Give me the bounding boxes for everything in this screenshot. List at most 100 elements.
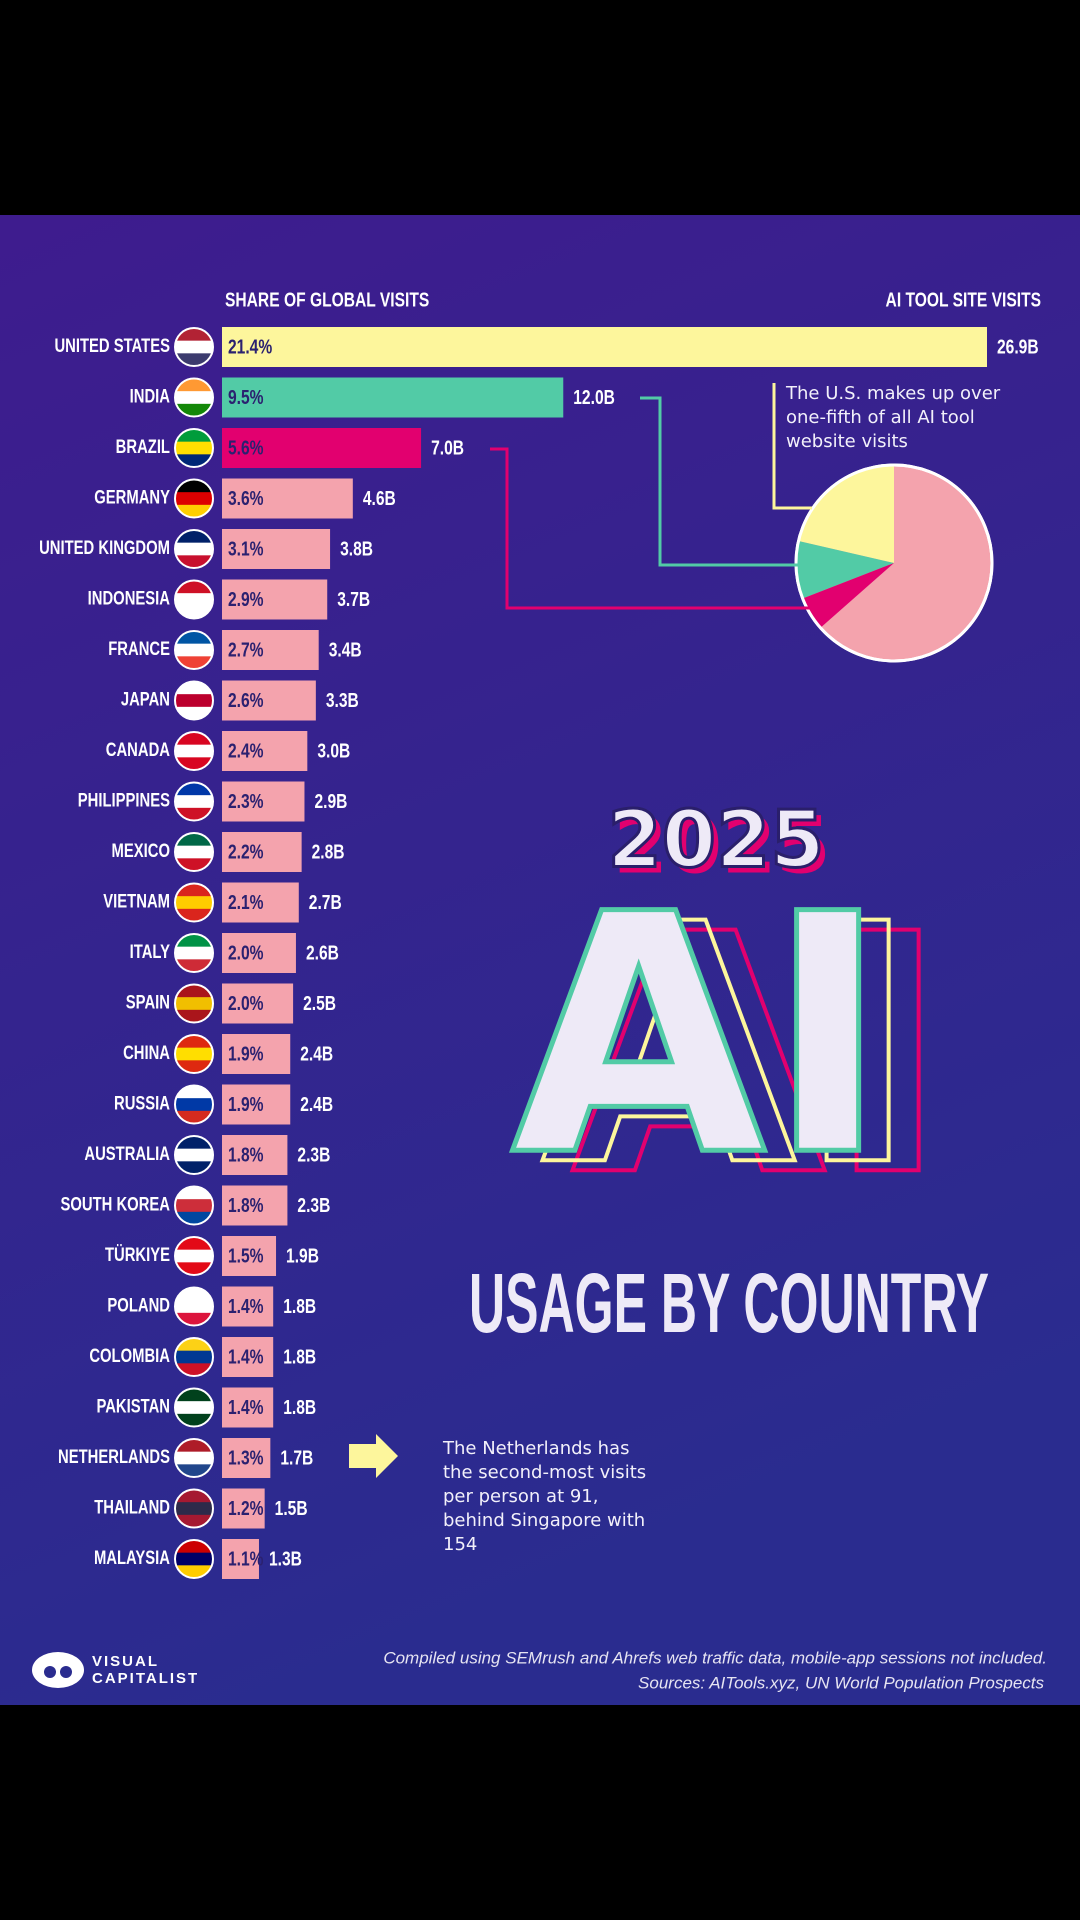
share-label: 1.4% [228,1397,264,1419]
bar [222,1539,259,1579]
flag [174,1034,214,1074]
title-main-text: AI [511,844,889,1228]
value-label: 7.0B [431,437,464,459]
bar [222,630,319,670]
share-label: 1.9% [228,1094,264,1116]
bar [222,933,296,973]
title-shadow: AI [541,854,919,1238]
value-label: 2.3B [297,1144,330,1166]
category-label: PHILIPPINES [78,791,170,812]
flag [174,1337,214,1377]
flag [174,327,214,367]
share-label: 1.8% [228,1144,264,1166]
flag-border [174,1084,214,1125]
share-label: 2.0% [228,942,264,964]
value-label: 1.3B [269,1548,302,1570]
bar [222,1387,274,1428]
flag [174,832,214,872]
share-label: 1.2% [228,1498,264,1520]
arrow [349,1434,398,1478]
share-label: 9.5% [228,387,264,409]
share-label: 2.0% [228,993,264,1015]
bar [222,882,299,923]
bar [222,1084,291,1125]
category-label: NETHERLANDS [58,1447,170,1468]
flag-stripe [175,1350,213,1364]
flag [174,1236,214,1276]
connector [640,396,800,567]
category-label: PAKISTAN [96,1397,170,1418]
share-label: 3.6% [228,488,264,510]
category-label: JAPAN [121,690,170,711]
flag-stripe [175,744,213,758]
value-label: 2.4B [300,1094,333,1116]
title-main: AI AI AI [508,842,951,1251]
bar [222,478,353,519]
flag-stripe [175,441,213,455]
pie [794,463,994,663]
bar [222,1135,288,1175]
flag [174,1488,214,1529]
visits-header: AI TOOL SITE VISITS [886,289,1041,311]
flag-border [174,1438,214,1478]
flag-border [174,680,214,721]
flag [174,478,214,519]
flag-border [174,1236,214,1276]
flag-stripe [175,1249,213,1263]
connector [772,383,812,510]
flag [174,933,214,973]
category-label: GERMANY [94,488,170,509]
flag-border [174,933,214,973]
pie-slice [802,563,894,628]
brand: VISUAL [92,1653,159,1670]
category-label: CANADA [106,740,170,761]
category-label: BRAZIL [116,437,171,458]
flag [174,731,214,771]
flag-border [174,1539,214,1579]
share-label: 1.9% [228,1043,264,1065]
flag [174,579,214,620]
title-year-text: 2025 [607,795,824,885]
value-label: 3.4B [329,639,362,661]
title-shadow: 2025 [613,801,830,891]
value-label: 1.8B [283,1296,316,1318]
logo-icon [32,1652,84,1688]
flag-border [174,1488,214,1529]
flag-border [174,377,214,418]
flag-stripe [175,997,213,1011]
category-label: AUSTRALIA [84,1144,170,1165]
pie-slice [798,465,894,563]
category-label: THAILAND [94,1498,170,1519]
value-label: 1.8B [283,1397,316,1419]
share-label: 1.3% [228,1447,264,1469]
flag-border [174,630,214,670]
flag-stripe [175,1300,213,1314]
flag-border [174,579,214,620]
value-label: 2.3B [297,1195,330,1217]
title-shadow: AI [571,864,949,1248]
bar [222,1337,274,1377]
value-label: 2.8B [312,841,345,863]
connector [490,447,812,610]
bar [222,731,308,771]
category-label: POLAND [107,1296,170,1317]
category-label: SPAIN [126,993,170,1014]
flag-border [174,731,214,771]
value-label: 26.9B [997,336,1039,358]
share-label: 1.5% [228,1245,264,1267]
flag [174,1084,214,1125]
flag-stripe [175,845,213,859]
flag-stripe [175,643,213,657]
share-label: 2.6% [228,690,264,712]
title-year: 2025 2025 [606,794,831,892]
value-label: 3.0B [317,740,350,762]
share-label: 1.4% [228,1296,264,1318]
sources: Sources: AITools.xyz, UN World Populatio… [638,1673,1044,1692]
flag-stripe [175,1148,213,1162]
bar [222,983,294,1024]
flag [174,1387,214,1428]
pie-slice [795,541,894,599]
share-label: 5.6% [228,437,264,459]
category-label: INDONESIA [88,589,171,610]
